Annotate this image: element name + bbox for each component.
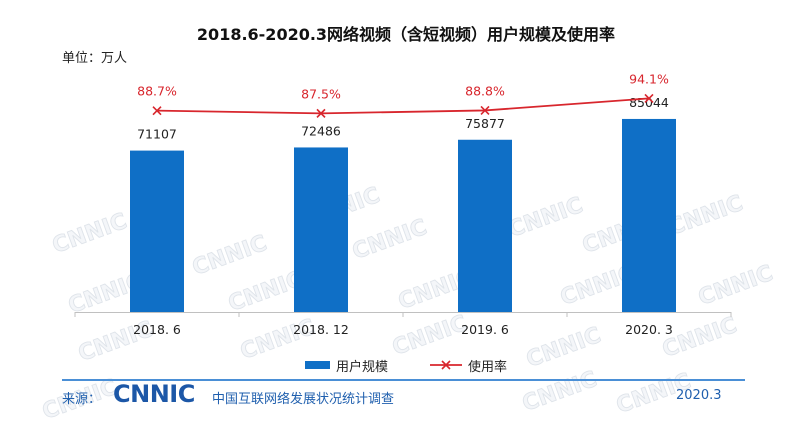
unit-label: 单位：万人 <box>62 51 128 66</box>
watermark: CNNIC <box>49 209 130 259</box>
rate-line <box>156 97 650 115</box>
watermark: CNNIC <box>659 313 740 363</box>
legend-line-x-marker-icon <box>430 360 463 370</box>
watermark: CNNIC <box>389 311 470 361</box>
footer-divider <box>62 379 745 381</box>
bar-1 <box>130 150 184 312</box>
source-label: 来源： <box>62 392 102 407</box>
bar-2 <box>294 147 348 312</box>
rate-marker-2 <box>316 108 326 118</box>
watermark: CNNIC <box>519 367 600 417</box>
rate-marker-4 <box>644 93 654 103</box>
legend-bar-swatch-icon <box>305 361 330 369</box>
legend: 用户规模 使用率 <box>305 356 507 375</box>
cnnic-logo: CNNIC <box>113 380 195 408</box>
watermark: CNNIC <box>505 193 586 243</box>
bar-3 <box>458 139 512 312</box>
bar-value-label-4: 85044 <box>629 95 669 110</box>
watermark: CNNIC <box>189 231 270 281</box>
category-label-1: 2018. 6 <box>133 322 181 337</box>
rate-marker-1 <box>152 106 162 116</box>
category-label-4: 2020. 3 <box>625 322 673 337</box>
bar-value-label-3: 75877 <box>465 116 505 131</box>
rate-value-label-4: 94.1% <box>629 71 669 86</box>
survey-name: 中国互联网络发展状况统计调查 <box>212 392 395 407</box>
legend-label-users: 用户规模 <box>336 359 389 375</box>
bar-value-label-1: 71107 <box>137 127 177 142</box>
bar-value-label-2: 72486 <box>301 123 341 138</box>
rate-marker-3 <box>480 105 490 115</box>
category-label-2: 2018. 12 <box>293 322 349 337</box>
watermark: CNNIC <box>665 191 746 241</box>
rate-value-label-3: 88.8% <box>465 83 505 98</box>
watermark: CNNIC <box>349 215 430 265</box>
plot-area: 71107 72486 75877 85044 2018. 6 2018. 12 2019.… <box>74 71 732 337</box>
legend-item-rate: 使用率 <box>430 356 507 375</box>
report-date: 2020.3 <box>676 388 722 403</box>
rate-value-label-2: 87.5% <box>301 86 341 101</box>
rate-value-label-1: 88.7% <box>137 84 177 99</box>
watermark: CNNIC <box>695 261 776 311</box>
watermark: CNNIC <box>523 323 604 373</box>
legend-label-rate: 使用率 <box>468 359 508 375</box>
legend-item-users: 用户规模 <box>305 356 388 375</box>
bar-4 <box>622 118 676 312</box>
category-label-3: 2019. 6 <box>461 322 509 337</box>
chart-title: 2018.6-2020.3网络视频（含短视频）用户规模及使用率 <box>196 25 616 44</box>
